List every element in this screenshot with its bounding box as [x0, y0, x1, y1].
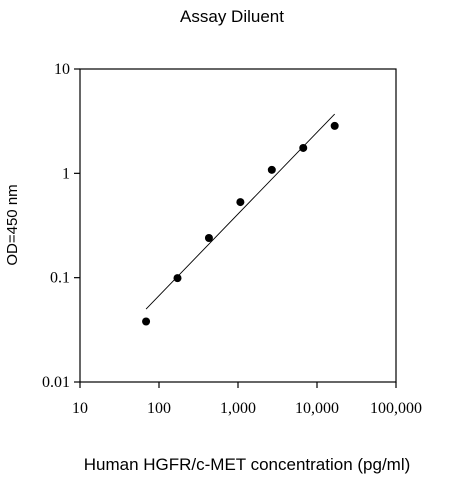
data-point [142, 317, 151, 326]
y-tick-label: 0.1 [50, 270, 70, 287]
x-tick-label: 10 [72, 400, 88, 417]
x-tick-label: 100,000 [370, 400, 422, 417]
data-point [299, 143, 308, 152]
x-tick-label: 10,000 [295, 400, 339, 417]
data-point [267, 165, 276, 174]
data-point [330, 121, 339, 130]
plot-frame [79, 68, 397, 383]
x-axis-label: Human HGFR/c-MET concentration (pg/ml) [84, 455, 411, 474]
x-tick-label: 100 [147, 400, 171, 417]
plot-area: 10 100 1,000 10,000 100,000 0.01 0.1 1 10 [42, 61, 422, 417]
x-tick-label: 1,000 [220, 400, 256, 417]
data-point [173, 274, 182, 283]
data-point [236, 198, 245, 207]
y-axis-label: OD=450 nm [4, 184, 21, 265]
data-point [204, 233, 213, 242]
y-tick-label: 10 [54, 61, 70, 78]
chart-title: Assay Diluent [180, 7, 284, 26]
y-tick-label: 1 [62, 165, 70, 182]
y-tick-label: 0.01 [42, 374, 70, 391]
